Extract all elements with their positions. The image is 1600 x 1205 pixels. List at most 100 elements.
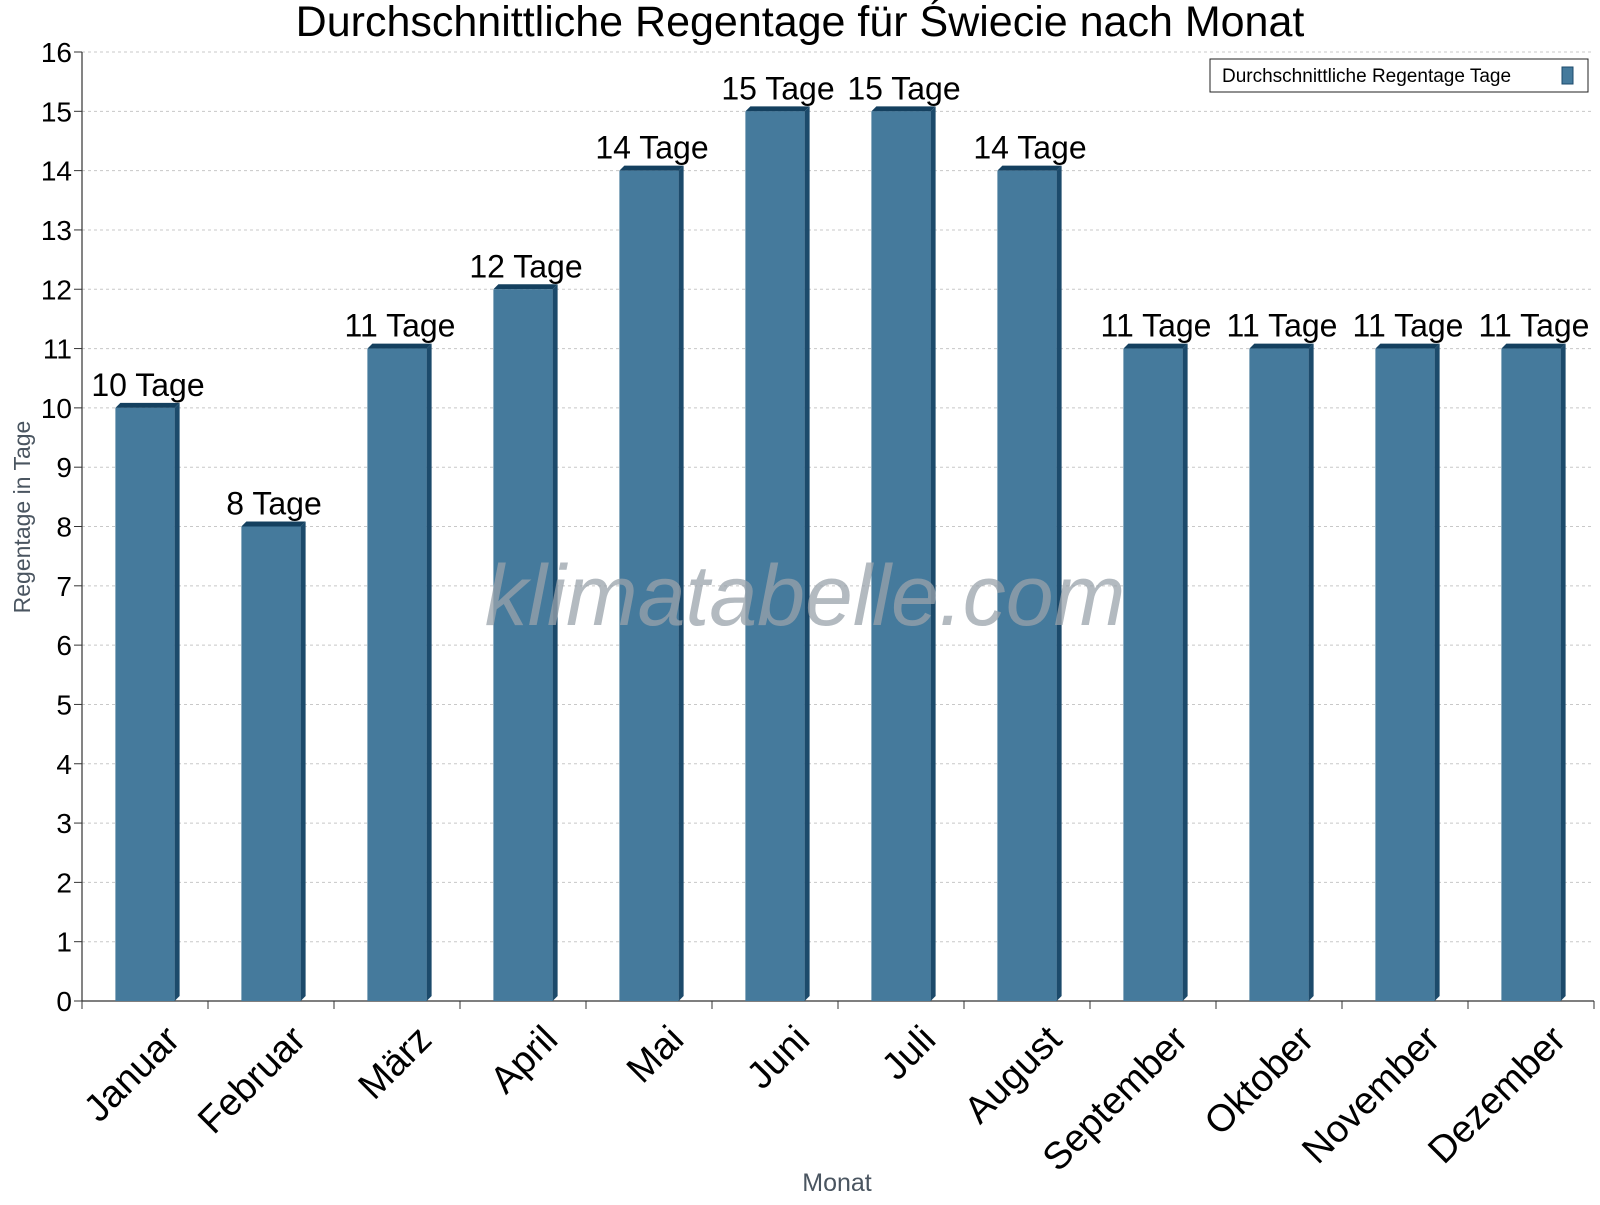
x-tick-label: August (957, 1018, 1071, 1132)
legend-label: Durchschnittliche Regentage Tage (1222, 66, 1511, 87)
gridlines (82, 51, 1594, 943)
y-tick-label: 14 (41, 156, 72, 187)
bar-side (1308, 343, 1314, 1001)
data-label: 11 Tage (1353, 308, 1464, 344)
data-label: 11 Tage (1101, 308, 1212, 344)
bar-mai (619, 165, 684, 1001)
bar-side (804, 106, 810, 1001)
data-label: 14 Tage (973, 130, 1086, 166)
x-tick-label: Januar (76, 1018, 188, 1130)
bar-top (1249, 343, 1314, 349)
bar-side (1056, 165, 1062, 1001)
bar-front (115, 407, 175, 1001)
bar-januar (115, 402, 180, 1001)
bar-front (493, 289, 553, 1001)
watermark: klimatabelle.com (485, 548, 1125, 644)
data-label: 8 Tage (226, 486, 322, 522)
y-tick-label: 3 (56, 808, 72, 839)
bar-side (1182, 343, 1188, 1001)
y-tick-label: 7 (56, 571, 72, 602)
bar-november (1375, 343, 1440, 1001)
bar-front (619, 170, 679, 1001)
bar-september (1123, 343, 1188, 1001)
bar-top (493, 284, 558, 290)
data-label: 10 Tage (91, 367, 204, 403)
bar-side (1434, 343, 1440, 1001)
bar-front (997, 170, 1057, 1001)
y-tick-label: 11 (43, 334, 72, 365)
x-tick-label: März (351, 1018, 440, 1107)
data-label: 15 Tage (721, 70, 834, 106)
x-tick-label: November (1294, 1018, 1448, 1172)
bar-side (300, 521, 306, 1001)
x-tick-label: April (483, 1018, 566, 1101)
bar-side (552, 284, 558, 1001)
data-label: 15 Tage (847, 70, 960, 106)
bar-top (619, 165, 684, 171)
bar-april (493, 284, 558, 1001)
bar-front (1375, 348, 1435, 1001)
bar-top (997, 165, 1062, 171)
legend-box (1209, 58, 1589, 93)
bar-februar (241, 521, 306, 1001)
bar-side (930, 106, 936, 1001)
legend: Durchschnittliche Regentage Tage (1209, 58, 1589, 93)
y-tick-label: 15 (41, 96, 72, 127)
bar-side (174, 402, 180, 1001)
bar-top (1501, 343, 1566, 349)
bar-top (241, 521, 306, 527)
y-tick-label: 12 (41, 274, 72, 305)
chart-title: Durchschnittliche Regentage für Świecie … (296, 0, 1305, 46)
y-tick-label: 9 (56, 452, 72, 483)
bar-front (367, 348, 427, 1001)
x-tick-label: Juni (739, 1018, 818, 1097)
x-axis-title: Monat (802, 1169, 872, 1197)
bar-side (678, 165, 684, 1001)
x-tick-label: Juli (874, 1018, 944, 1088)
bar-top (1123, 343, 1188, 349)
bar-dezember (1501, 343, 1566, 1001)
y-tick-label: 5 (56, 689, 72, 720)
y-tick-label: 1 (56, 927, 72, 958)
bar-august (997, 165, 1062, 1001)
data-label: 11 Tage (1227, 308, 1338, 344)
data-label: 11 Tage (1479, 308, 1590, 344)
x-tick-labels: Januar Februar März April Mai Juni Juli AugustS… (76, 1018, 1574, 1179)
bar-front (1123, 348, 1183, 1001)
data-label: 11 Tage (345, 308, 456, 344)
data-label: 14 Tage (595, 130, 708, 166)
bar-märz (367, 343, 432, 1001)
y-tick-label: 8 (56, 512, 72, 543)
data-label: 12 Tage (469, 248, 582, 284)
y-tick-label: 4 (56, 749, 72, 780)
legend-swatch (1561, 66, 1574, 85)
y-tick-label: 6 (56, 630, 72, 661)
bar-juni (745, 106, 810, 1001)
x-tick-label: Februar (190, 1018, 314, 1142)
bar-top (367, 343, 432, 349)
x-tick-label: Oktober (1197, 1018, 1323, 1144)
y-tick-label: 0 (56, 986, 72, 1017)
bar-front (1501, 348, 1561, 1001)
y-tick-label: 13 (41, 215, 72, 246)
bar-juli (871, 106, 936, 1001)
bar-top (115, 402, 180, 408)
bar-side (426, 343, 432, 1001)
bar-top (871, 106, 936, 112)
bar-top (745, 106, 810, 112)
bar-front (745, 111, 805, 1001)
y-tick-label: 2 (56, 867, 72, 898)
bar-front (871, 111, 931, 1001)
bar-side (1560, 343, 1566, 1001)
y-axis-title: Regentage in Tage (9, 421, 35, 614)
axes (74, 51, 1595, 1009)
y-tick-label: 16 (41, 37, 72, 68)
data-labels: 10 Tage 8 Tage 11 Tage 12 Tage 14 Tage 15 Tag… (91, 70, 1589, 521)
bar-front (1249, 348, 1309, 1001)
x-tick-label: Mai (619, 1018, 692, 1091)
bar-top (1375, 343, 1440, 349)
bar-oktober (1249, 343, 1314, 1001)
